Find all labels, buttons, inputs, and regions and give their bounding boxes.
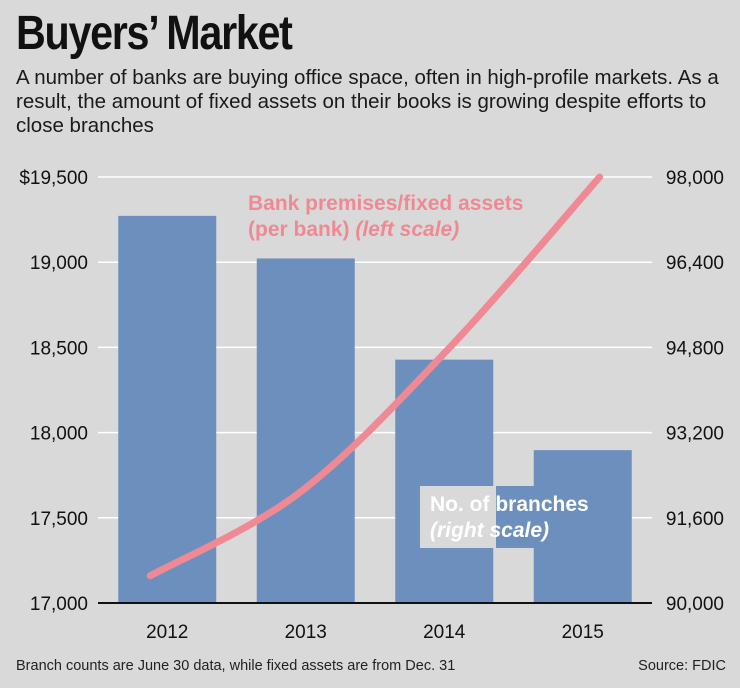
- line-series: [146, 173, 604, 580]
- footnote: Branch counts are June 30 data, while fi…: [16, 658, 456, 674]
- line-series-label: Bank premises/fixed assets: [248, 192, 523, 215]
- x-tick-label: 2012: [146, 622, 188, 643]
- right-tick-label: 93,200: [666, 424, 724, 445]
- left-tick-label: $19,500: [19, 168, 88, 189]
- left-tick-label: 19,000: [30, 253, 88, 274]
- x-tick-label: 2013: [285, 622, 327, 643]
- right-tick-label: 90,000: [666, 594, 724, 615]
- axes: $19,500 19,000 18,500 18,000 17,500 17,000 98,…: [19, 168, 724, 643]
- left-tick-label: 17,500: [30, 509, 88, 530]
- right-tick-label: 94,800: [666, 338, 724, 359]
- bar-series-label-sub: (right scale): [430, 519, 549, 542]
- bar: [256, 258, 355, 603]
- chart-title: Buyers’ Market: [16, 7, 293, 60]
- label-backdrop-bar: [496, 486, 606, 548]
- bar: [118, 215, 217, 603]
- right-tick-label: 91,600: [666, 509, 724, 530]
- left-tick-label: 17,000: [30, 594, 88, 615]
- line-series-label-sub: (per bank) (left scale): [248, 218, 459, 241]
- right-tick-label: 96,400: [666, 253, 724, 274]
- left-tick-label: 18,500: [30, 338, 88, 359]
- fixed-assets-line: [146, 173, 604, 580]
- series-labels: Bank premises/fixed assets (per bank) (le…: [248, 192, 606, 548]
- bar-series-label: No. of branches: [430, 493, 589, 516]
- right-tick-label: 98,000: [666, 168, 724, 189]
- x-tick-label: 2014: [423, 622, 466, 643]
- chart-subtitle: A number of banks are buying office spac…: [16, 66, 719, 137]
- bar: [395, 359, 494, 603]
- left-tick-label: 18,000: [30, 424, 88, 445]
- x-tick-label: 2015: [562, 622, 604, 643]
- source-note: Source: FDIC: [638, 658, 726, 674]
